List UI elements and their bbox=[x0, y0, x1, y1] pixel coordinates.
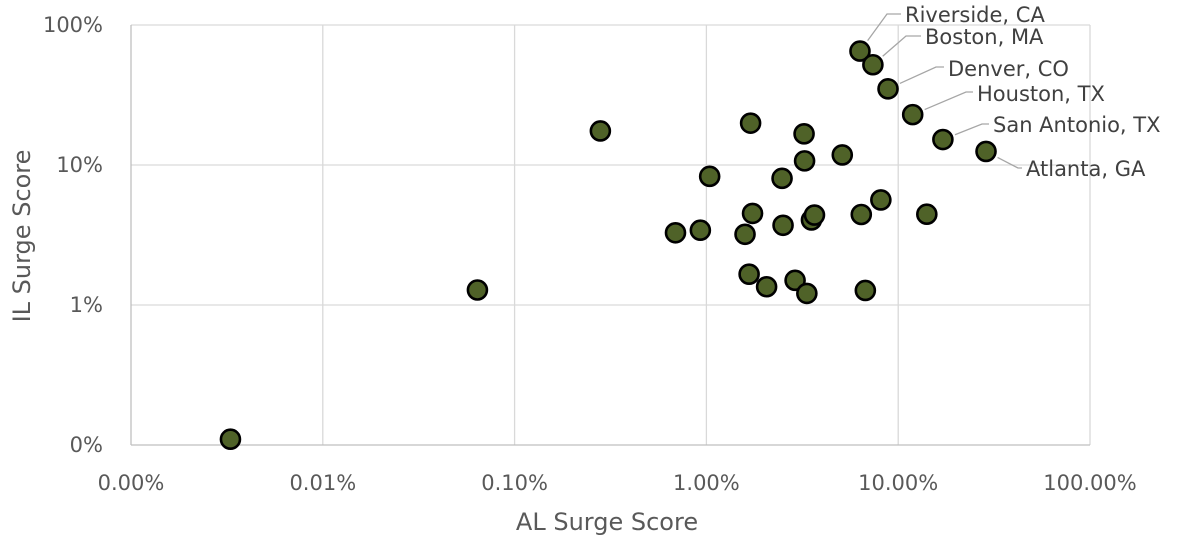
data-points bbox=[219, 40, 997, 451]
data-point bbox=[854, 279, 877, 302]
axes bbox=[130, 25, 1090, 446]
data-point bbox=[589, 120, 612, 142]
data-point bbox=[796, 282, 818, 305]
data-point bbox=[877, 78, 899, 100]
x-tick-label: 0.01% bbox=[289, 471, 356, 495]
y-tick-label: 100% bbox=[43, 13, 103, 37]
data-point bbox=[772, 214, 794, 237]
point-annotation-label: Atlanta, GA bbox=[1026, 157, 1146, 181]
grid bbox=[131, 24, 1091, 445]
data-point bbox=[932, 128, 954, 151]
point-annotation-label: San Antonio, TX bbox=[993, 113, 1161, 137]
data-point bbox=[870, 189, 892, 211]
data-point bbox=[664, 221, 687, 244]
annotation-leader-line bbox=[899, 66, 944, 85]
data-point bbox=[734, 223, 756, 246]
x-tick-label: 0.00% bbox=[98, 471, 165, 495]
data-point bbox=[916, 203, 938, 226]
annotation-leaders bbox=[867, 13, 1022, 169]
data-point bbox=[975, 140, 997, 163]
data-point bbox=[219, 428, 242, 451]
data-point bbox=[741, 202, 764, 225]
point-annotation-label: Riverside, CA bbox=[905, 3, 1045, 27]
y-tick-label: 10% bbox=[56, 153, 103, 177]
tick-labels: 0.00% 0.01% 0.10% 1.00% 10.00% 100.00% 0% 1% 10%… bbox=[43, 13, 1137, 495]
data-point bbox=[698, 165, 721, 188]
data-point bbox=[738, 263, 760, 285]
data-point bbox=[901, 103, 924, 126]
annotation-leader-line bbox=[867, 13, 901, 41]
data-point bbox=[784, 269, 806, 292]
annotation-leader-line bbox=[924, 91, 973, 111]
data-point bbox=[689, 219, 712, 242]
data-point bbox=[771, 167, 793, 190]
x-tick-label: 0.10% bbox=[481, 471, 548, 495]
x-tick-label: 10.00% bbox=[858, 471, 938, 495]
y-tick-label: 1% bbox=[70, 293, 103, 317]
x-tick-label: 1.00% bbox=[673, 471, 740, 495]
x-axis-title: AL Surge Score bbox=[516, 508, 698, 536]
data-point bbox=[831, 144, 854, 166]
y-axis-title: IL Surge Score bbox=[8, 150, 36, 323]
data-point bbox=[793, 150, 816, 172]
data-point bbox=[849, 40, 871, 62]
annotation-leader-line bbox=[954, 123, 989, 136]
data-point bbox=[739, 112, 762, 134]
data-point bbox=[793, 123, 815, 145]
point-annotation-label: Houston, TX bbox=[977, 82, 1105, 106]
data-point bbox=[850, 203, 873, 226]
point-annotation-label: Denver, CO bbox=[948, 57, 1069, 81]
data-point bbox=[803, 204, 826, 226]
annotation-leader-line bbox=[882, 35, 921, 57]
annotation-leader-line bbox=[997, 156, 1022, 169]
data-point bbox=[755, 275, 778, 298]
data-point bbox=[466, 279, 489, 301]
y-tick-label: 0% bbox=[70, 433, 103, 457]
x-tick-label: 100.00% bbox=[1043, 471, 1136, 495]
point-annotation-label: Boston, MA bbox=[925, 25, 1044, 49]
data-point bbox=[862, 53, 884, 76]
